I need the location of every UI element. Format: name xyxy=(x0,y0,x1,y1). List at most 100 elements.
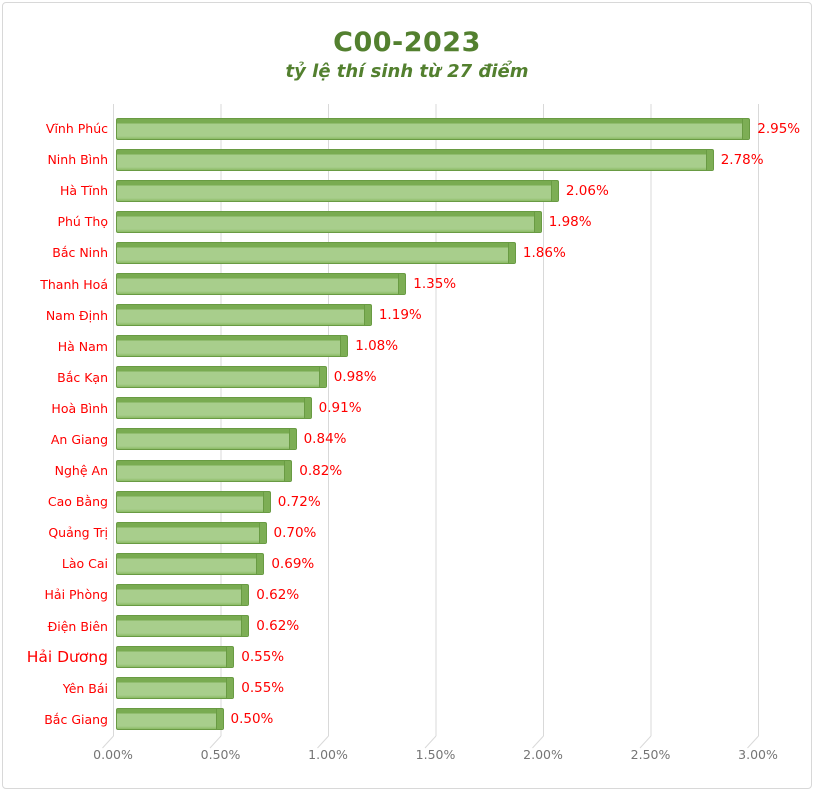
chart-row: Nam Định 1.19% xyxy=(3,300,811,331)
category-label: Hải Phòng xyxy=(44,587,108,603)
bar xyxy=(116,241,516,264)
bar-rows: Vĩnh Phúc 2.95% Ninh Bình 2.78% Hà Tĩnh 2.06%… xyxy=(3,113,811,735)
bar xyxy=(116,304,372,327)
value-label: 2.78% xyxy=(720,151,764,168)
category-label: Cao Bằng xyxy=(47,494,108,510)
chart-row: Điện Biên 0.62% xyxy=(3,611,811,642)
bar-track: 0.69% xyxy=(116,552,811,575)
bar xyxy=(116,646,235,669)
value-label: 1.19% xyxy=(378,307,422,324)
bar xyxy=(116,459,293,482)
category-label: Điện Biên xyxy=(47,618,108,634)
bar-track: 2.78% xyxy=(116,148,811,171)
bar-track: 0.82% xyxy=(116,459,811,482)
category-label: Lào Cai xyxy=(61,556,108,572)
chart-row: Quảng Trị 0.70% xyxy=(3,517,811,548)
category-label: Bắc Ninh xyxy=(52,245,108,261)
category-label: Nam Định xyxy=(45,307,108,323)
x-tick-label: 1.50% xyxy=(415,747,456,762)
chart-row: Hoà Bình 0.91% xyxy=(3,393,811,424)
value-label: 0.98% xyxy=(333,369,377,386)
bar-track: 0.50% xyxy=(116,708,811,731)
gridlines xyxy=(102,104,759,749)
value-label: 0.72% xyxy=(277,493,321,510)
category-label: Ninh Bình xyxy=(47,152,108,168)
value-label: 0.91% xyxy=(318,400,362,417)
chart-row: Vĩnh Phúc 2.95% xyxy=(3,113,811,144)
chart-subtitle: tỷ lệ thí sinh từ 27 điểm xyxy=(285,61,529,82)
category-label: Thanh Hoá xyxy=(40,276,108,292)
chart-row: Cao Bằng 0.72% xyxy=(3,486,811,517)
chart-row: An Giang 0.84% xyxy=(3,424,811,455)
bar xyxy=(116,210,542,233)
value-label: 0.69% xyxy=(271,555,315,572)
value-label: 0.50% xyxy=(230,711,274,728)
category-label: Phú Thọ xyxy=(57,214,108,230)
category-label: Yên Bái xyxy=(62,680,108,696)
bar-track: 0.62% xyxy=(116,615,811,638)
category-label: Bắc Giang xyxy=(44,711,108,727)
bar-track: 0.70% xyxy=(116,521,811,544)
bar xyxy=(116,148,714,171)
category-label: Nghệ An xyxy=(54,463,108,479)
bar-track: 0.91% xyxy=(116,397,811,420)
value-label: 1.35% xyxy=(413,276,457,293)
bar xyxy=(116,117,751,140)
bar-track: 1.35% xyxy=(116,273,811,296)
bar xyxy=(116,615,250,638)
chart-row: Lào Cai 0.69% xyxy=(3,548,811,579)
value-label: 0.84% xyxy=(303,431,347,448)
category-label: An Giang xyxy=(50,431,108,447)
value-label: 1.98% xyxy=(548,213,592,230)
bar xyxy=(116,335,349,358)
value-label: 0.55% xyxy=(241,680,285,697)
bar xyxy=(116,521,267,544)
bar-track: 0.72% xyxy=(116,490,811,513)
x-axis: 0.00% 0.50% 1.00% 1.50% 2.00% 2.50% 3.00% xyxy=(93,747,778,767)
bar xyxy=(116,179,559,202)
chart-row: Nghệ An 0.82% xyxy=(3,455,811,486)
bar xyxy=(116,428,297,451)
bar-track: 2.95% xyxy=(116,117,811,140)
x-tick-label: 0.00% xyxy=(93,747,133,762)
value-label: 2.06% xyxy=(565,182,609,199)
bar xyxy=(116,273,407,296)
x-tick-label: 3.00% xyxy=(738,747,778,762)
value-label: 1.08% xyxy=(355,338,399,355)
category-label: Quảng Trị xyxy=(48,525,108,541)
chart-row: Yên Bái 0.55% xyxy=(3,673,811,704)
plot-area: Vĩnh Phúc 2.95% Ninh Bình 2.78% Hà Tĩnh 2.06%… xyxy=(3,3,811,788)
category-label: Hà Tĩnh xyxy=(60,183,108,199)
x-tick-label: 2.50% xyxy=(630,747,671,762)
category-label: Hải Dương xyxy=(26,648,108,667)
bar-track: 0.98% xyxy=(116,366,811,389)
chart-row: Hải Phòng 0.62% xyxy=(3,579,811,610)
value-label: 0.62% xyxy=(256,586,300,603)
bar xyxy=(116,490,271,513)
bar-track: 0.62% xyxy=(116,583,811,606)
bar-track: 0.84% xyxy=(116,428,811,451)
bar-track: 1.98% xyxy=(116,210,811,233)
bar xyxy=(116,366,327,389)
chart-row: Hải Dương 0.55% xyxy=(3,642,811,673)
bar-track: 1.19% xyxy=(116,304,811,327)
bar xyxy=(116,677,235,700)
category-label: Bắc Kạn xyxy=(57,369,108,385)
bar-track: 0.55% xyxy=(116,677,811,700)
bar xyxy=(116,552,265,575)
bar xyxy=(116,397,312,420)
value-label: 1.86% xyxy=(522,244,566,261)
value-label: 0.70% xyxy=(273,524,317,541)
x-tick-label: 2.00% xyxy=(523,747,563,762)
x-tick-label: 1.00% xyxy=(308,747,348,762)
chart-row: Hà Nam 1.08% xyxy=(3,331,811,362)
chart-row: Bắc Kạn 0.98% xyxy=(3,362,811,393)
bar xyxy=(116,708,224,731)
category-label: Hoà Bình xyxy=(51,400,108,416)
value-label: 0.82% xyxy=(299,462,343,479)
chart-row: Bắc Ninh 1.86% xyxy=(3,237,811,268)
x-tick-label: 0.50% xyxy=(200,747,241,762)
value-label: 2.95% xyxy=(757,120,801,137)
chart-title: C00-2023 xyxy=(333,27,481,58)
